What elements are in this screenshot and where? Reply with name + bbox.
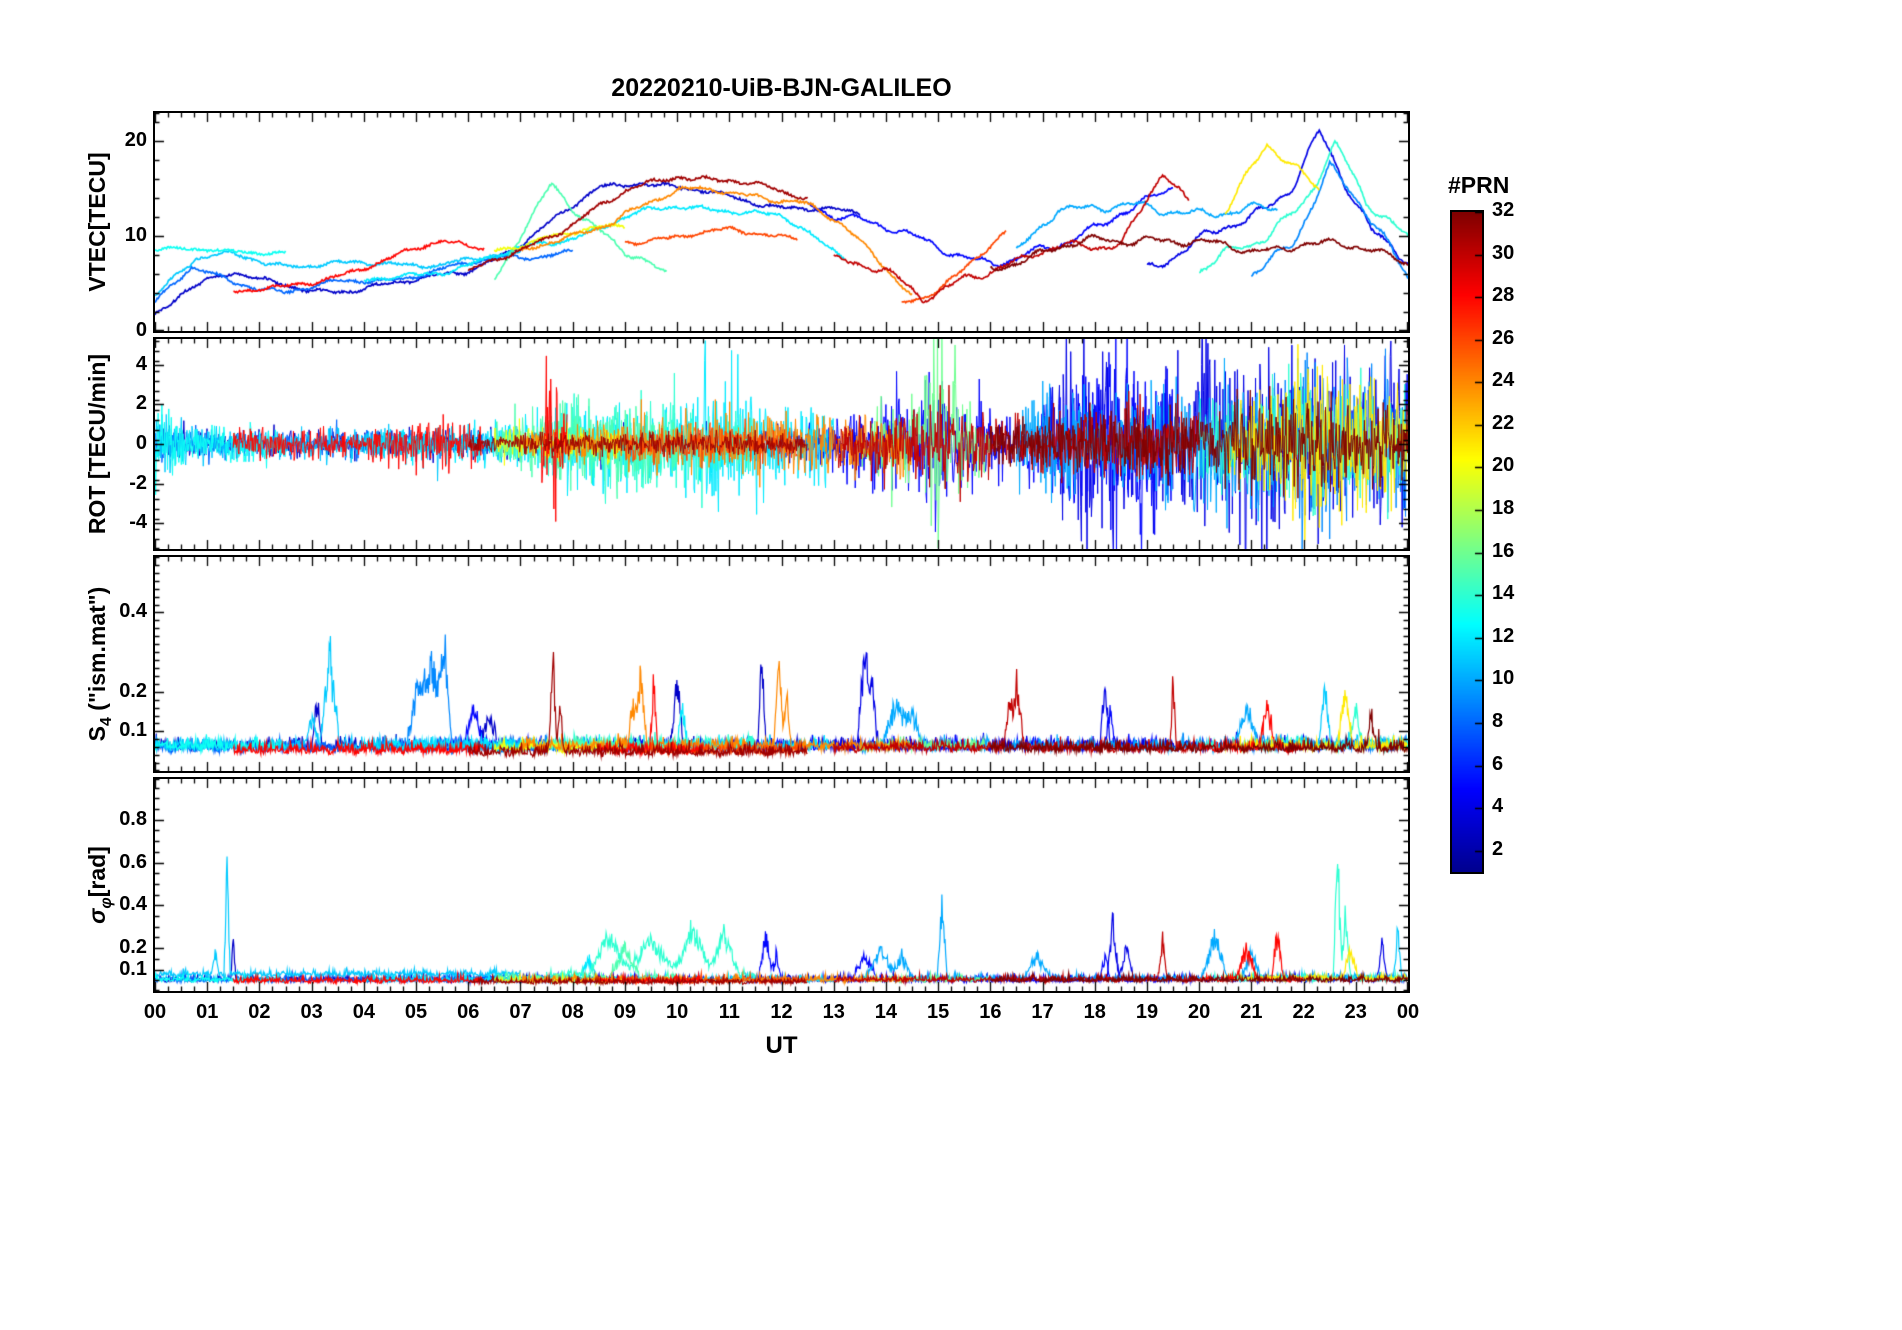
colorbar-tick-label: 8 [1492,709,1504,732]
x-tick-label: 04 [352,1001,375,1023]
sigma-phi-plot-canvas [155,779,1408,991]
colorbar-tick-label: 10 [1492,666,1515,689]
rot-plot-canvas [155,339,1408,549]
vtec-plot-canvas [155,113,1408,331]
x-tick-label: 13 [822,1001,845,1023]
colorbar-tick-label: 18 [1492,496,1515,519]
x-tick-label: 16 [979,1001,1002,1023]
y-tick-label: 0.2 [119,936,147,959]
y-tick-label: 0 [135,319,147,341]
y-tick-label: 10 [124,224,147,247]
x-tick-label: 14 [874,1001,898,1023]
y-tick-label: 0.4 [119,600,147,623]
rot-panel [153,337,1410,551]
x-tick-label: 08 [561,1001,584,1023]
colorbar-tick-label: 2 [1492,837,1504,860]
colorbar-tick-label: 14 [1492,581,1515,604]
y-tick-label: 2 [135,392,147,415]
x-tick-label: 00 [1396,1001,1420,1023]
colorbar-tick-label: 22 [1492,411,1515,434]
x-tick-label: 02 [248,1001,271,1023]
x-tick-label: 19 [1135,1001,1159,1023]
y-tick-label: 0.1 [119,719,147,742]
x-tick-label: 11 [718,1001,740,1023]
y-tick-label: 4 [135,352,147,375]
colorbar-tick-label: 30 [1492,241,1515,264]
colorbar [1450,210,1484,874]
colorbar-tick-label: 20 [1492,453,1515,476]
x-tick-label: 23 [1344,1001,1367,1023]
x-tick-label: 10 [665,1001,689,1023]
x-tick-label: 05 [404,1001,428,1023]
x-tick-label: 17 [1031,1001,1054,1023]
x-tick-label: 21 [1240,1001,1263,1023]
x-tick-label: 01 [196,1001,219,1023]
colorbar-tick-label: 28 [1492,283,1515,306]
x-tick-label: 18 [1083,1001,1106,1023]
x-tick-label: 20 [1188,1001,1211,1023]
colorbar-tick-label: 16 [1492,539,1515,562]
y-tick-label: 20 [124,129,147,152]
y-label-vtec: VTEC[TECU] [84,152,116,291]
x-tick-label: 06 [457,1001,480,1023]
x-tick-label: 03 [300,1001,323,1023]
colorbar-gradient-canvas [1452,212,1482,872]
x-tick-label: 00 [143,1001,167,1023]
y-tick-label: 0.6 [119,850,147,873]
y-tick-label: -2 [129,471,147,494]
x-tick-label: 12 [770,1001,793,1023]
colorbar-tick-label: 24 [1492,368,1515,391]
colorbar-tick-label: 4 [1492,794,1504,817]
sigma-phi-panel [153,777,1410,993]
colorbar-title: #PRN [1448,172,1510,198]
s4-panel [153,555,1410,773]
colorbar-tick-label: 6 [1492,752,1504,775]
chart-title: 20220210-UiB-BJN-GALILEO [611,74,952,102]
x-tick-label: 07 [509,1001,532,1023]
colorbar-tick-label: 26 [1492,326,1515,349]
y-tick-label: 0.8 [119,807,147,830]
x-axis-label: UT [765,1032,798,1059]
colorbar-tick-label: 32 [1492,198,1515,221]
y-tick-label: 0 [135,432,147,454]
y-tick-label: -4 [129,511,147,534]
y-tick-label: 0.2 [119,679,147,702]
y-label-text: VTEC[TECU] [84,152,111,292]
x-tick-label: 09 [613,1001,636,1023]
y-tick-label: 0.4 [119,893,147,916]
s4-plot-canvas [155,557,1408,771]
vtec-panel [153,111,1410,333]
y-tick-label: 0.1 [119,957,147,980]
colorbar-tick-label: 12 [1492,624,1515,647]
x-tick-label: 22 [1292,1001,1315,1023]
x-tick-label: 15 [927,1001,950,1023]
